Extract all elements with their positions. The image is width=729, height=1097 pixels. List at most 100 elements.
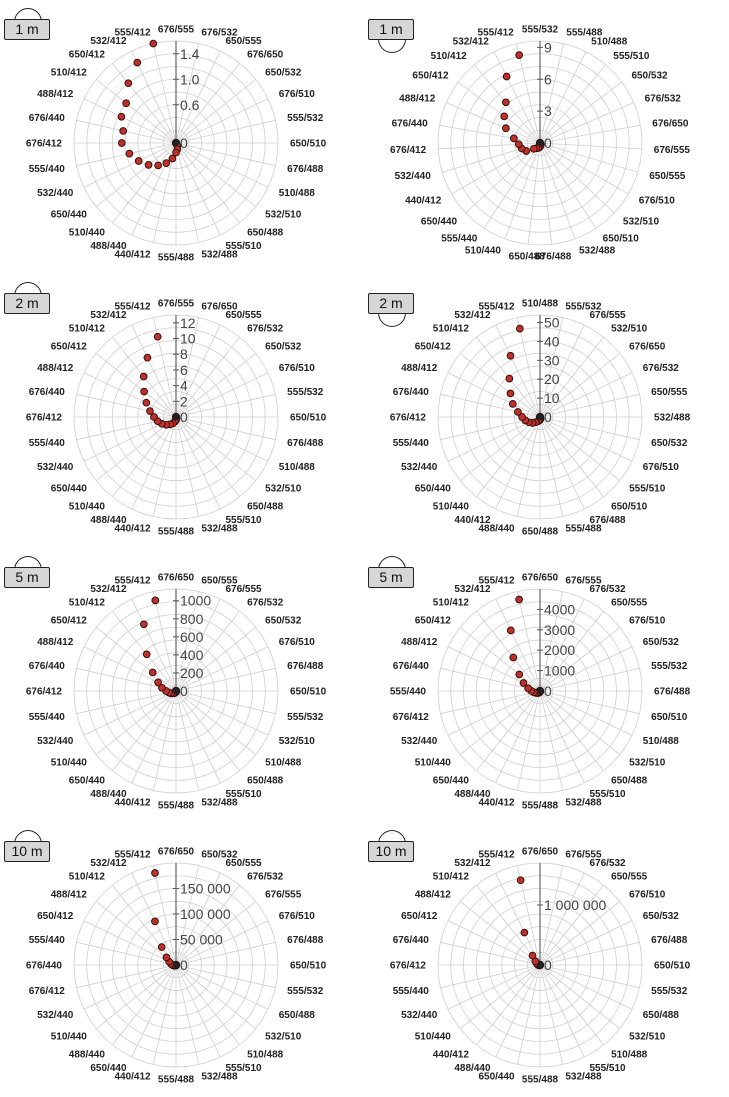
data-point: [140, 387, 148, 396]
category-label: 650/412: [69, 49, 106, 60]
category-label: 650/440: [433, 776, 470, 787]
spoke: [440, 393, 541, 418]
spoke: [539, 372, 633, 418]
category-label: 650/555: [201, 575, 238, 586]
spoke: [112, 142, 177, 223]
category-label: 650/555: [651, 387, 688, 398]
category-label: 676/440: [392, 119, 429, 130]
spoke: [460, 901, 541, 966]
data-point: [529, 144, 538, 153]
category-label: 676/488: [287, 935, 324, 946]
spoke: [175, 353, 256, 418]
distance-label: 5 m: [4, 567, 50, 588]
category-label: 555/532: [651, 986, 688, 997]
category-label: 676/555: [589, 310, 626, 321]
category-label: 510/488: [643, 736, 680, 747]
spoke: [539, 865, 564, 966]
spoke: [539, 901, 620, 966]
spoke: [447, 372, 541, 418]
category-label: 510/440: [465, 246, 502, 257]
category-label: 532/440: [37, 462, 74, 473]
radar-panel-1: 1.4 1.0 0.6 0 676/555 676/532 650/555 676/650 65…: [0, 0, 364, 274]
axis-tick-label: 50: [544, 315, 560, 331]
category-label: 555/532: [651, 661, 688, 672]
spoke: [175, 142, 269, 188]
category-label: 676/650: [247, 49, 284, 60]
spoke: [175, 142, 200, 243]
spoke: [539, 611, 604, 692]
axis-tick-label: 0: [544, 957, 552, 973]
distance-label: 1 m: [4, 19, 50, 40]
spoke: [539, 690, 633, 736]
category-label: 532/412: [90, 858, 127, 869]
category-label: 532/412: [90, 310, 127, 321]
spoke: [152, 43, 177, 144]
category-label: 650/555: [225, 310, 262, 321]
category-label: 532/510: [265, 210, 302, 221]
center-point: [172, 139, 180, 147]
data-point: [518, 413, 526, 421]
axis-tick-label: 0: [544, 683, 552, 699]
axis-tick-label: 0: [180, 957, 188, 973]
category-label: 532/488: [201, 250, 238, 261]
category-label: 532/412: [454, 584, 491, 595]
spoke: [465, 142, 541, 214]
category-label: 676/488: [287, 438, 324, 449]
category-label: 650/488: [247, 228, 284, 239]
category-label: 532/412: [454, 310, 491, 321]
spoke: [152, 865, 177, 966]
category-label: 510/412: [433, 597, 470, 608]
center-point: [172, 687, 180, 695]
category-label: 650/412: [415, 615, 452, 626]
axis-tick-label: 100 000: [180, 906, 231, 922]
axis-tick-label: 8: [180, 346, 188, 362]
spoke: [96, 901, 177, 966]
data-point: [148, 668, 157, 677]
spoke: [539, 337, 604, 418]
data-point: [158, 683, 166, 692]
axis-tick-label: 3: [544, 103, 552, 119]
data-point: [505, 374, 514, 383]
category-label: 676/440: [29, 387, 66, 398]
category-label: 532/412: [90, 584, 127, 595]
spoke: [131, 964, 177, 1058]
axis-tick-label: 200: [180, 665, 204, 681]
category-label: 555/488: [158, 801, 195, 812]
category-label: 510/488: [522, 299, 559, 310]
category-label: 555/510: [225, 1063, 262, 1074]
category-label: 676/412: [26, 139, 63, 150]
category-label: 650/488: [509, 252, 546, 263]
data-point: [519, 679, 528, 687]
axis-tick-label: 3000: [544, 622, 575, 638]
spoke: [175, 964, 256, 1029]
data-point: [157, 943, 166, 951]
category-label: 555/488: [158, 253, 195, 264]
axis-tick-label: 6: [544, 71, 552, 87]
axis-tick-label: 4000: [544, 601, 575, 617]
spoke: [539, 964, 604, 1045]
data-point: [146, 407, 154, 415]
axis-tick-label: 9: [544, 39, 552, 55]
radar-panel-8: 1 000 000 0 676/650 676/555 676/532 650/555 67…: [364, 822, 728, 1096]
axis-tick-label: 1000: [180, 593, 211, 609]
data-point: [154, 678, 162, 687]
category-label: 650/440: [415, 484, 452, 495]
spoke: [175, 646, 269, 692]
spoke: [83, 98, 177, 144]
category-label: 488/412: [399, 93, 436, 104]
spoke: [83, 964, 177, 1010]
spoke: [131, 416, 177, 510]
category-label: 532/440: [37, 736, 74, 747]
category-label: 510/412: [69, 871, 106, 882]
category-label: 555/488: [158, 527, 195, 538]
spoke: [539, 43, 564, 144]
category-label: 488/412: [37, 89, 74, 100]
spoke: [131, 324, 177, 418]
category-label: 555/412: [114, 575, 151, 586]
data-point: [506, 351, 515, 360]
category-label: 510/412: [431, 51, 468, 62]
category-label: 532/488: [201, 1072, 238, 1083]
category-label: 532/510: [629, 1032, 666, 1043]
